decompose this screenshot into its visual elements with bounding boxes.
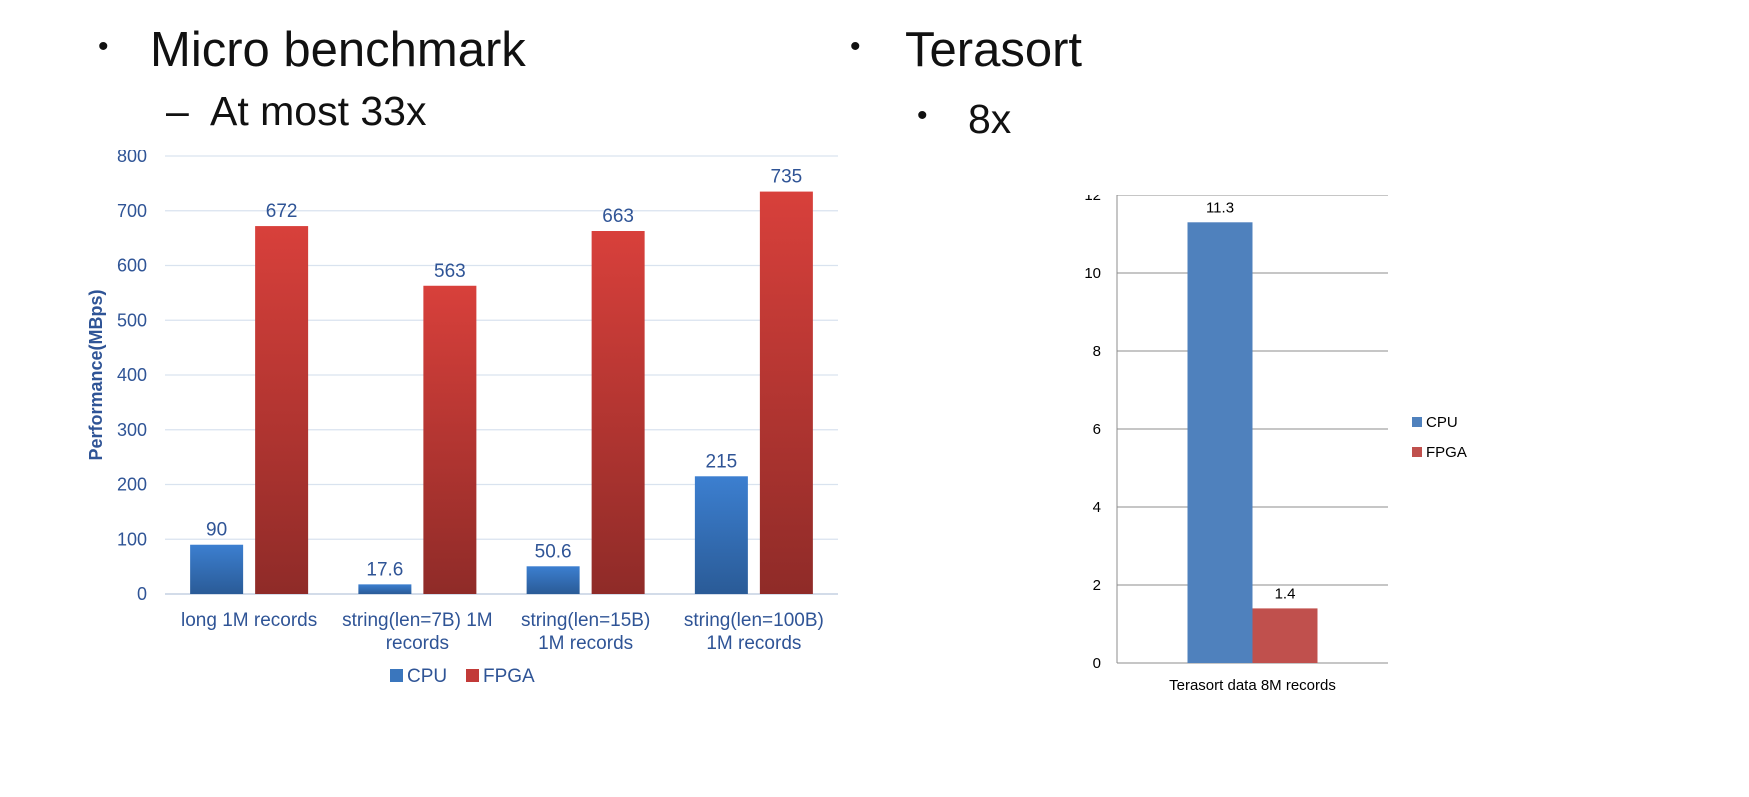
bullet-dot: • xyxy=(850,30,861,63)
legend-swatch-cpu xyxy=(390,669,403,682)
heading-terasort: Terasort xyxy=(905,23,1083,77)
y-tick-label: 800 xyxy=(117,150,147,166)
bar-fpga xyxy=(591,231,645,594)
x-category-label: Terasort data 8M records xyxy=(1169,677,1336,694)
x-category-label: records xyxy=(386,633,449,654)
legend-label-cpu: CPU xyxy=(407,666,447,687)
subheading-speedup: 8x xyxy=(968,96,1012,142)
bar-fpga xyxy=(1252,608,1318,663)
x-category-label: string(len=15B) xyxy=(521,610,650,631)
y-tick-label: 4 xyxy=(1093,499,1101,516)
data-label-fpga: 663 xyxy=(602,206,634,227)
subheading-at-most: At most 33x xyxy=(210,88,427,134)
bar-cpu xyxy=(1187,222,1253,664)
legend-swatch-fpga xyxy=(1412,447,1422,457)
data-label-fpga: 672 xyxy=(266,201,298,222)
y-tick-label: 700 xyxy=(117,201,147,221)
bar-cpu xyxy=(694,476,748,594)
y-tick-label: 0 xyxy=(1093,655,1101,672)
data-label-fpga: 563 xyxy=(434,261,466,282)
bar-fpga xyxy=(423,285,477,594)
y-tick-label: 400 xyxy=(117,365,147,385)
bar-fpga xyxy=(255,226,309,594)
y-tick-label: 100 xyxy=(117,529,147,549)
bullet-dot: • xyxy=(917,99,928,132)
y-tick-label: 200 xyxy=(117,475,147,495)
legend-label-cpu: CPU xyxy=(1426,414,1458,431)
legend-swatch-fpga xyxy=(466,669,479,682)
data-label-cpu: 90 xyxy=(206,520,227,541)
y-tick-label: 8 xyxy=(1093,343,1101,360)
y-tick-label: 600 xyxy=(117,256,147,276)
data-label-cpu: 11.3 xyxy=(1206,199,1234,216)
y-tick-label: 6 xyxy=(1093,421,1101,438)
data-label-fpga: 735 xyxy=(771,167,803,188)
bar-cpu xyxy=(190,544,244,594)
x-category-label: string(len=7B) 1M xyxy=(342,610,492,631)
y-tick-label: 12 xyxy=(1084,195,1101,204)
y-tick-label: 500 xyxy=(117,310,147,330)
x-category-label: string(len=100B) xyxy=(684,610,824,631)
bar-fpga xyxy=(759,191,813,594)
data-label-cpu: 17.6 xyxy=(366,559,403,580)
bar-cpu xyxy=(358,584,412,594)
legend-label-fpga: FPGA xyxy=(483,666,535,687)
sub-marker: – xyxy=(166,88,189,134)
heading-micro-benchmark: Micro benchmark xyxy=(150,23,526,77)
legend-label-fpga: FPGA xyxy=(1426,444,1467,461)
x-category-label: 1M records xyxy=(538,633,633,654)
y-tick-label: 300 xyxy=(117,420,147,440)
bullet-dot: • xyxy=(98,30,109,63)
y-tick-label: 0 xyxy=(137,584,147,604)
micro-benchmark-chart: 0 100 200 300 400 500 600 700 800 Performance(MB… xyxy=(86,150,838,687)
x-category-label: long 1M records xyxy=(181,610,317,631)
y-tick-label: 2 xyxy=(1093,577,1101,594)
y-tick-label: 10 xyxy=(1084,265,1101,282)
data-label-cpu: 215 xyxy=(706,451,738,472)
bar-cpu xyxy=(526,566,580,594)
data-label-fpga: 1.4 xyxy=(1275,585,1296,602)
data-label-cpu: 50.6 xyxy=(535,541,572,562)
y-axis-label: Performance(MBps) xyxy=(86,289,106,460)
x-category-label: 1M records xyxy=(706,633,801,654)
legend-swatch-cpu xyxy=(1412,417,1422,427)
